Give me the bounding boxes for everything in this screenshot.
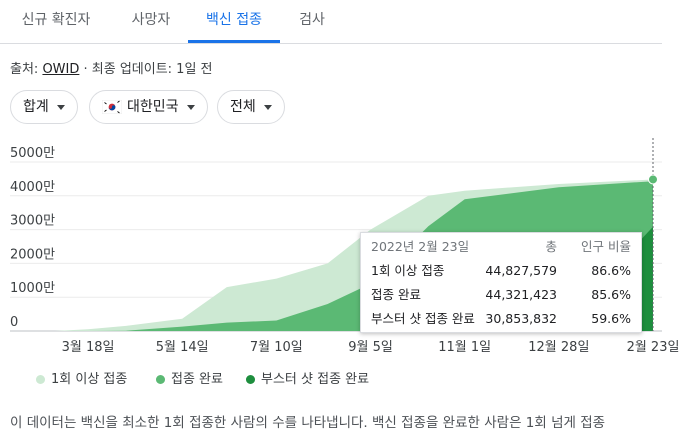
- tab-tests[interactable]: 검사: [299, 12, 325, 28]
- tab-new-cases[interactable]: 신규 확진자: [21, 12, 91, 28]
- tooltip-header: 2022년 2월 23일 총 인구 비율: [371, 236, 631, 258]
- legend-label: 접종 완료: [171, 372, 223, 387]
- legend-item-first-dose[interactable]: 1회 이상 접종: [36, 368, 127, 387]
- data-description: 이 데이터는 백신을 최소한 1회 접종한 사람의 수를 나타냅니다. 백신 접…: [10, 415, 606, 431]
- measure-dropdown[interactable]: 합계: [10, 90, 78, 124]
- source-line: 출처: OWID · 최종 업데이트: 1일 전: [10, 58, 213, 77]
- source-prefix: 출처:: [10, 62, 43, 77]
- legend-label: 부스터 샷 접종 완료: [261, 372, 370, 387]
- last-updated: · 최종 업데이트: 1일 전: [79, 62, 213, 77]
- tooltip-row-fully: 접종 완료 44,321,423 85.6%: [371, 284, 631, 306]
- legend-dot: [156, 375, 165, 384]
- range-dropdown[interactable]: 전체: [217, 90, 285, 124]
- source-link[interactable]: OWID: [42, 62, 80, 77]
- x-tick-label: 5월 14일: [156, 340, 209, 355]
- chevron-down-icon: [56, 104, 65, 110]
- tooltip-pct: 86.6%: [591, 263, 631, 278]
- tooltip-col-total: 총: [545, 239, 557, 254]
- hover-indicator: [648, 138, 658, 331]
- legend-dot: [246, 375, 255, 384]
- legend-label: 1회 이상 접종: [51, 372, 128, 387]
- x-tick-label: 12월 28일: [528, 340, 589, 355]
- country-dropdown[interactable]: 대한민국: [89, 90, 208, 124]
- measure-value: 합계: [23, 99, 49, 115]
- y-tick-label: 2000만: [10, 247, 55, 262]
- chart-tooltip: 2022년 2월 23일 총 인구 비율 1회 이상 접종 44,827,579…: [360, 232, 642, 333]
- tab-vaccination[interactable]: 백신 접종: [188, 0, 280, 43]
- tooltip-pct: 85.6%: [591, 287, 631, 302]
- legend-item-fully[interactable]: 접종 완료: [156, 368, 223, 387]
- korea-flag-icon: [102, 100, 122, 114]
- tooltip-total: 44,321,423: [485, 287, 557, 302]
- x-tick-label: 7월 10일: [250, 340, 303, 355]
- y-tick-label: 4000만: [10, 180, 55, 195]
- tooltip-label: 1회 이상 접종: [371, 263, 445, 278]
- y-tick-label: 1000만: [10, 281, 55, 296]
- legend-dot: [36, 375, 45, 384]
- hover-point: [648, 174, 658, 185]
- x-tick-label: 2월 23일: [627, 340, 680, 355]
- tab-bar: 신규 확진자 사망자 백신 접종 검사: [0, 0, 662, 44]
- chevron-down-icon: [263, 104, 272, 110]
- y-axis-labels: 0 1000만 2000만 3000만 4000만 5000만: [10, 146, 55, 330]
- tooltip-date: 2022년 2월 23일: [371, 239, 470, 254]
- tooltip-row-first-dose: 1회 이상 접종 44,827,579 86.6%: [371, 260, 631, 282]
- chevron-down-icon: [186, 104, 195, 110]
- x-tick-label: 3월 18일: [62, 340, 115, 355]
- x-axis-labels: 3월 18일 5월 14일 7월 10일 9월 5일 11월 1일 12월 28일 2월 2…: [62, 340, 680, 355]
- legend-item-booster[interactable]: 부스터 샷 접종 완료: [246, 368, 369, 387]
- range-value: 전체: [230, 99, 256, 115]
- tab-deaths[interactable]: 사망자: [131, 12, 171, 28]
- tooltip-total: 44,827,579: [485, 263, 557, 278]
- y-tick-label: 3000만: [10, 214, 55, 229]
- tooltip-pct: 59.6%: [591, 311, 631, 326]
- x-tick-label: 11월 1일: [438, 340, 491, 355]
- tooltip-col-pct: 인구 비율: [581, 239, 631, 254]
- tooltip-row-booster: 부스터 샷 접종 완료 30,853,832 59.6%: [371, 308, 631, 330]
- x-tick-label: 9월 5일: [348, 340, 393, 355]
- country-value: 대한민국: [127, 99, 179, 115]
- tooltip-label: 부스터 샷 접종 완료: [371, 311, 475, 326]
- tooltip-label: 접종 완료: [371, 287, 421, 302]
- tooltip-total: 30,853,832: [485, 311, 557, 326]
- y-tick-label: 0: [10, 315, 18, 330]
- y-tick-label: 5000만: [10, 146, 55, 161]
